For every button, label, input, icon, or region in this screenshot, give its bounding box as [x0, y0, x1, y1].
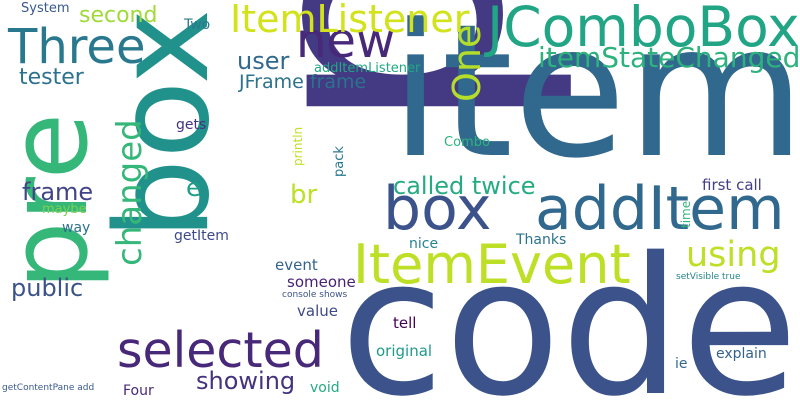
cloud-word: ItemEvent [353, 233, 631, 296]
cloud-word: explain [716, 346, 767, 362]
cloud-word: new [296, 13, 396, 69]
cloud-word: getContentPane add [2, 383, 95, 393]
cloud-word: box [383, 174, 492, 244]
cloud-word: br [290, 180, 318, 210]
cloud-word: user [237, 47, 290, 75]
cloud-word: frame [22, 178, 94, 206]
cloud-word: value [297, 302, 338, 320]
cloud-word: selected [117, 322, 324, 379]
cloud-word: time [679, 200, 693, 228]
cloud-word: addItem [535, 174, 785, 244]
cloud-word: Four [123, 383, 154, 399]
cloud-word: item [390, 0, 800, 199]
cloud-word: first call [702, 176, 762, 194]
cloud-word: One [445, 24, 489, 102]
cloud-word: getItem [174, 228, 229, 244]
cloud-word: println [291, 126, 305, 166]
cloud-word: using [686, 235, 781, 275]
cloud-word: nice [409, 236, 439, 252]
cloud-word: tester [19, 65, 84, 90]
cloud-word: code [340, 217, 799, 400]
cloud-word: JComboBox [487, 0, 800, 59]
cloud-word: pack [332, 146, 347, 177]
cloud-word: public [11, 274, 84, 302]
cloud-word: System [21, 1, 70, 16]
cloud-word: called twice [393, 172, 536, 200]
cloud-word: second [79, 3, 158, 28]
cloud-word: Combo [444, 135, 490, 150]
cloud-word: void [310, 380, 340, 396]
cloud-word: someone [287, 273, 356, 291]
cloud-word: showing [196, 367, 296, 395]
cloud-word: Two [184, 17, 211, 33]
cloud-word: event [275, 256, 318, 274]
cloud-word: Thanks [516, 232, 567, 248]
cloud-word: JFrame frame [239, 71, 367, 93]
cloud-word: tell [393, 314, 417, 332]
cloud-word: e [186, 173, 202, 202]
cloud-word: changed [110, 119, 150, 266]
cloud-word: gets [176, 117, 207, 133]
cloud-word: console shows [282, 290, 348, 300]
cloud-word: addItemListener [314, 61, 421, 76]
cloud-word: way [62, 220, 91, 236]
cloud-word: ie [675, 356, 688, 372]
cloud-word: Three [8, 19, 146, 75]
cloud-word: setVisible true [676, 272, 741, 282]
cloud-word: ItemListener [230, 0, 470, 41]
cloud-word: itemStateChanged [538, 41, 800, 74]
cloud-word: maybe [42, 202, 87, 217]
cloud-word: original [376, 342, 433, 360]
